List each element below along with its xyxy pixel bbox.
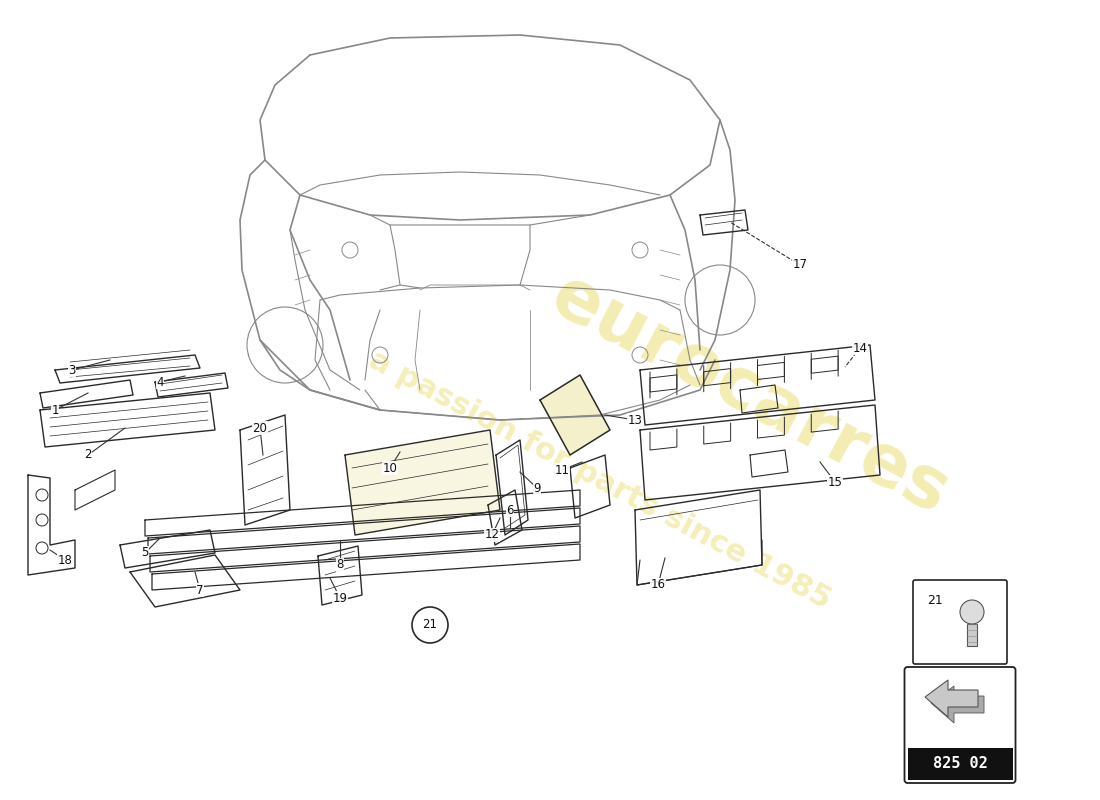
Text: 19: 19 <box>332 591 348 605</box>
Text: 11: 11 <box>554 463 570 477</box>
Text: 9: 9 <box>534 482 541 494</box>
Text: 2: 2 <box>85 449 91 462</box>
Text: 12: 12 <box>484 529 499 542</box>
Text: 21: 21 <box>927 594 943 606</box>
Text: 6: 6 <box>506 503 514 517</box>
Circle shape <box>412 607 448 643</box>
FancyBboxPatch shape <box>904 667 1015 783</box>
Text: 3: 3 <box>68 363 76 377</box>
Bar <box>908 748 1012 780</box>
Polygon shape <box>540 375 611 455</box>
Text: 5: 5 <box>141 546 149 559</box>
Text: 825 02: 825 02 <box>933 757 988 771</box>
Text: 17: 17 <box>792 258 807 271</box>
Text: 13: 13 <box>628 414 642 426</box>
Text: 21: 21 <box>422 618 438 631</box>
Text: 7: 7 <box>196 583 204 597</box>
Text: 1: 1 <box>52 403 58 417</box>
Text: 15: 15 <box>827 475 843 489</box>
Text: 8: 8 <box>337 558 343 571</box>
Text: 16: 16 <box>650 578 666 591</box>
Text: 18: 18 <box>57 554 73 566</box>
Text: eurocarres: eurocarres <box>539 261 960 529</box>
FancyBboxPatch shape <box>913 580 1007 664</box>
Text: 4: 4 <box>156 375 164 389</box>
Text: 10: 10 <box>383 462 397 474</box>
Polygon shape <box>925 680 978 717</box>
Polygon shape <box>345 430 500 535</box>
Text: 14: 14 <box>852 342 868 354</box>
Text: 20: 20 <box>253 422 267 434</box>
Polygon shape <box>931 686 985 723</box>
Bar <box>967 624 977 646</box>
Text: a passion for parts since 1985: a passion for parts since 1985 <box>364 346 836 614</box>
Circle shape <box>960 600 984 624</box>
